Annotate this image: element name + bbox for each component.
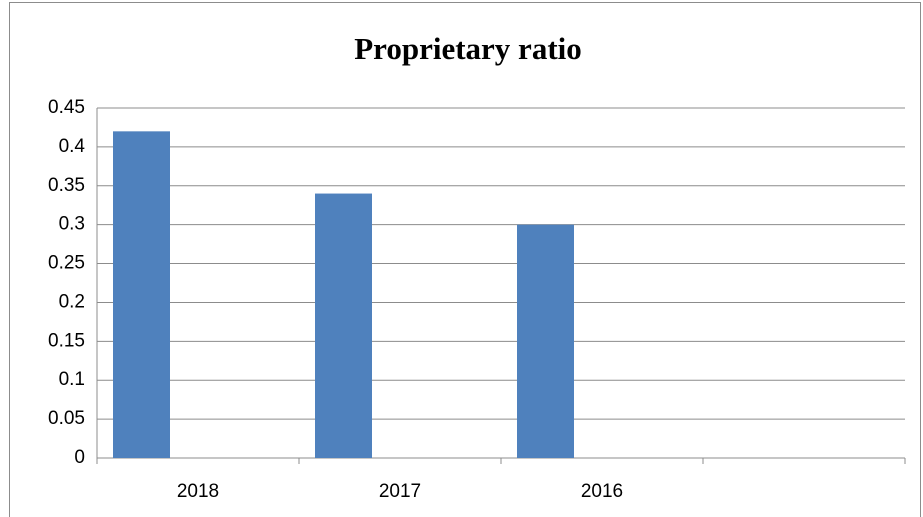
y-tick-label: 0.05 (48, 408, 85, 429)
x-tick-label: 2018 (177, 481, 219, 502)
bar (113, 131, 170, 459)
chart-frame (9, 2, 921, 517)
x-tick-label: 2016 (581, 481, 623, 502)
x-tick-label: 2017 (379, 481, 421, 502)
y-tick-label: 0.4 (59, 136, 86, 157)
y-tick-label: 0.15 (48, 330, 85, 351)
chart-title: Proprietary ratio (354, 31, 582, 66)
y-tick-label: 0.1 (59, 369, 85, 390)
y-tick-label: 0.45 (48, 97, 85, 118)
y-tick-label: 0.35 (48, 175, 85, 196)
y-tick-label: 0.2 (59, 291, 85, 312)
y-tick-label: 0.25 (48, 253, 85, 274)
bar (517, 224, 574, 458)
y-tick-label: 0.3 (59, 214, 85, 235)
bar (315, 193, 372, 459)
y-tick-label: 0 (74, 447, 85, 468)
